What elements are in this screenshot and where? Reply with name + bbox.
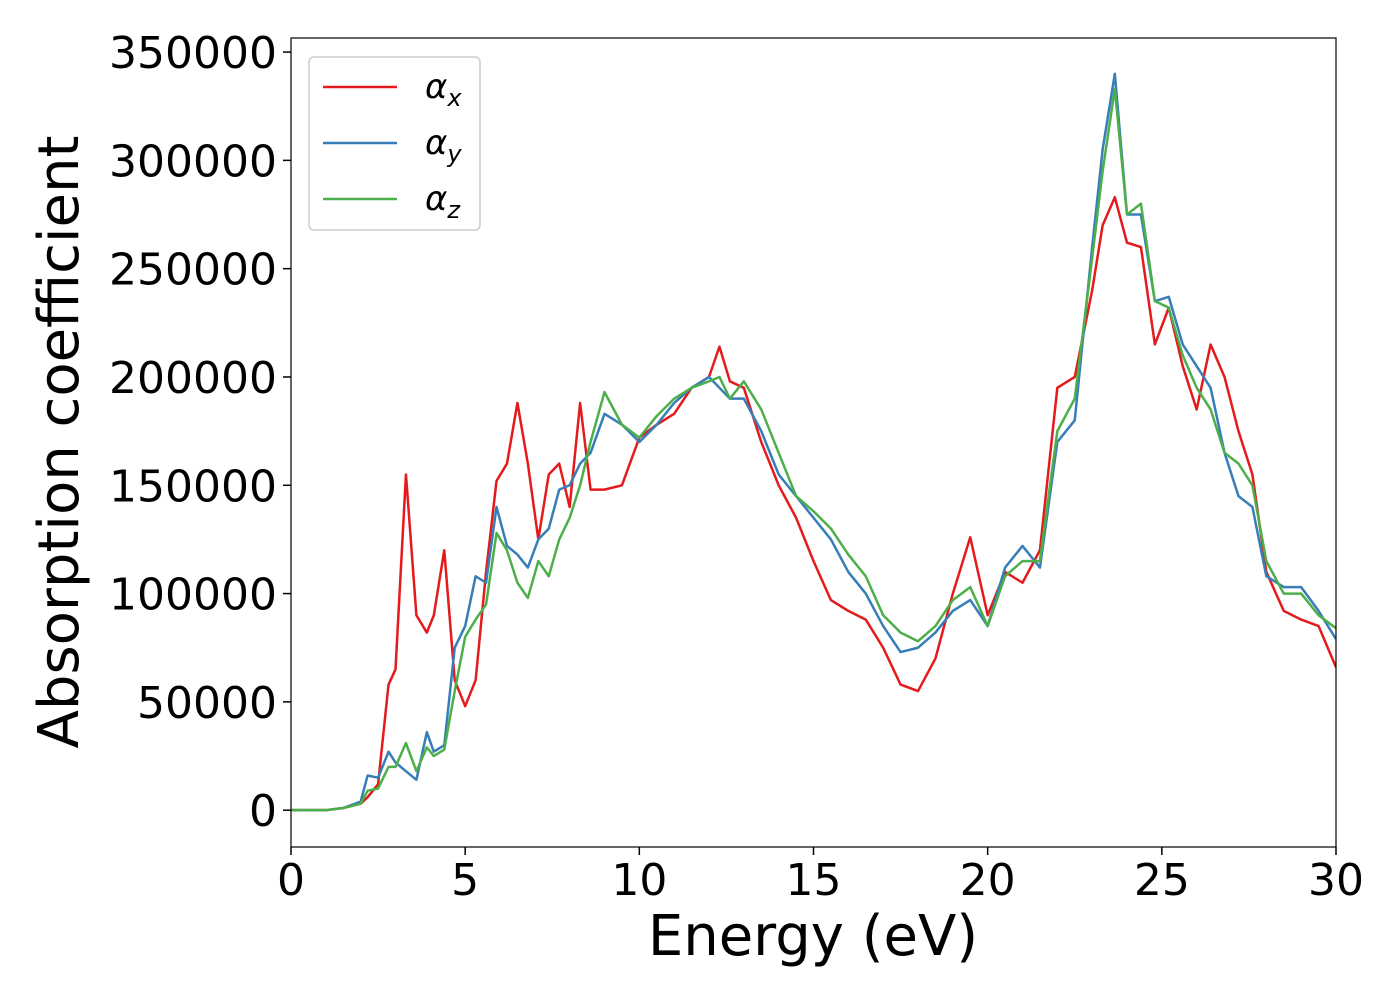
data-line xyxy=(291,87,1336,812)
x-tick-label: 15 xyxy=(786,855,842,906)
legend-label: αx xyxy=(425,67,462,112)
y-tick-label: 0 xyxy=(249,786,277,837)
x-tick-label: 30 xyxy=(1308,855,1364,906)
y-tick-label: 250000 xyxy=(109,245,277,296)
y-tick-label: 350000 xyxy=(109,28,277,79)
y-tick-label: 150000 xyxy=(109,461,277,512)
legend-label: αz xyxy=(425,179,461,224)
legend-label: αy xyxy=(425,123,462,168)
y-tick-label: 100000 xyxy=(109,570,277,621)
y-axis-label: Absorption coefficient xyxy=(27,136,92,749)
x-tick-label: 0 xyxy=(277,855,305,906)
y-tick-label: 300000 xyxy=(109,136,277,187)
x-tick-label: 10 xyxy=(611,855,667,906)
x-tick-label: 5 xyxy=(451,855,479,906)
plot-frame xyxy=(290,37,1337,848)
x-tick-label: 20 xyxy=(960,855,1016,906)
x-tick-label: 25 xyxy=(1134,855,1190,906)
x-axis-label: Energy (eV) xyxy=(648,904,978,969)
y-tick-label: 50000 xyxy=(137,678,277,729)
y-tick-label: 200000 xyxy=(109,353,277,404)
